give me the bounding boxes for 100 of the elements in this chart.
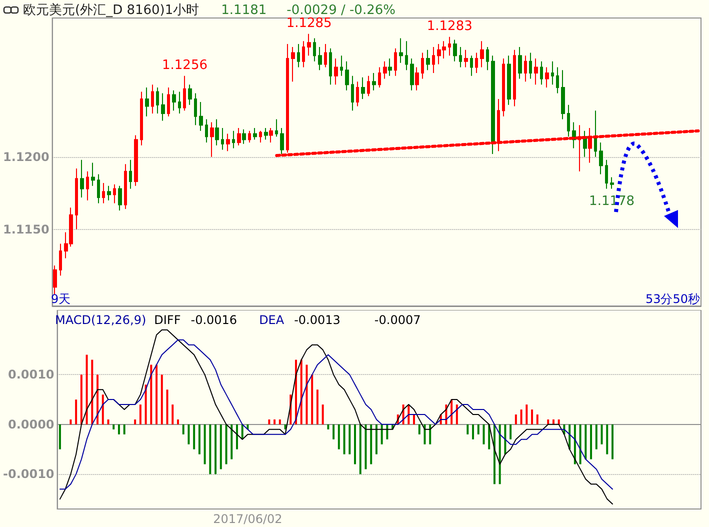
candlestick bbox=[178, 91, 181, 114]
bar bbox=[531, 410, 534, 424]
y-tick-label: 1.1200 bbox=[2, 150, 50, 164]
candlestick bbox=[334, 58, 338, 86]
candlestick bbox=[345, 60, 349, 91]
candlestick bbox=[464, 49, 468, 68]
candlestick bbox=[102, 182, 105, 204]
candlestick bbox=[161, 92, 165, 122]
bar bbox=[102, 394, 104, 424]
candlestick bbox=[297, 44, 300, 68]
candlestick bbox=[156, 86, 159, 114]
bar bbox=[348, 424, 351, 454]
candlestick bbox=[221, 127, 224, 150]
candlestick bbox=[459, 46, 462, 68]
candlestick bbox=[529, 52, 532, 80]
candlestick bbox=[599, 142, 603, 175]
y-tick-label: 0.0000 bbox=[8, 417, 54, 432]
candlestick bbox=[118, 185, 122, 211]
bar bbox=[477, 424, 480, 434]
candlestick bbox=[415, 66, 419, 91]
bar bbox=[386, 424, 388, 440]
candlestick bbox=[605, 159, 608, 190]
candlestick bbox=[205, 118, 208, 143]
bar bbox=[611, 424, 614, 460]
bar bbox=[510, 424, 512, 440]
candlestick bbox=[399, 38, 403, 64]
bar bbox=[86, 354, 88, 424]
bar bbox=[220, 424, 222, 470]
series-label: DIFF bbox=[154, 313, 181, 327]
candlestick bbox=[567, 104, 570, 138]
candlestick bbox=[507, 55, 511, 106]
candlestick bbox=[426, 49, 430, 71]
bar bbox=[204, 424, 206, 464]
annotation: -0.0007 bbox=[374, 313, 421, 327]
bar bbox=[306, 364, 308, 424]
bar bbox=[590, 424, 592, 460]
candlestick bbox=[237, 127, 241, 146]
bar bbox=[134, 419, 136, 424]
candlestick bbox=[140, 91, 143, 146]
bar bbox=[579, 424, 582, 464]
candlestick bbox=[551, 60, 554, 86]
bar bbox=[58, 424, 61, 450]
annotation: 53分50秒 bbox=[645, 291, 700, 308]
bar bbox=[144, 384, 147, 424]
bar bbox=[160, 374, 163, 424]
bar bbox=[182, 424, 184, 434]
bar bbox=[558, 419, 560, 424]
annotation: 1.1256 bbox=[162, 58, 208, 73]
candlestick bbox=[513, 49, 516, 107]
candlestick bbox=[388, 58, 392, 76]
bar bbox=[188, 424, 190, 444]
bar bbox=[547, 419, 550, 424]
candlestick bbox=[151, 84, 154, 114]
candlestick bbox=[610, 176, 614, 190]
bar bbox=[150, 364, 152, 424]
candlestick bbox=[518, 46, 522, 80]
candlestick bbox=[291, 46, 295, 82]
candlestick bbox=[313, 38, 316, 62]
candlestick bbox=[329, 48, 332, 86]
bar bbox=[70, 419, 72, 424]
candlestick bbox=[394, 48, 397, 76]
candlestick bbox=[534, 58, 538, 86]
bar bbox=[482, 424, 485, 444]
bar bbox=[552, 419, 554, 424]
candlestick bbox=[307, 33, 311, 56]
candlestick bbox=[86, 170, 89, 201]
bar bbox=[424, 424, 426, 444]
candlestick bbox=[372, 72, 376, 91]
chart-title: MACD(12,26,9) bbox=[55, 313, 146, 327]
bar bbox=[354, 424, 356, 464]
candlestick bbox=[264, 127, 268, 140]
annotation: -0.0016 bbox=[190, 313, 238, 327]
bar bbox=[536, 414, 538, 424]
bar bbox=[198, 424, 200, 454]
bar bbox=[214, 424, 217, 474]
candlestick bbox=[491, 55, 495, 155]
bar bbox=[466, 424, 469, 434]
bar bbox=[316, 390, 318, 424]
candlestick bbox=[594, 110, 597, 158]
annotation: 1.1178 bbox=[589, 194, 635, 209]
bar bbox=[193, 424, 196, 450]
candlestick bbox=[107, 185, 111, 201]
candlestick bbox=[134, 134, 138, 186]
candlestick bbox=[561, 70, 565, 120]
candlestick bbox=[53, 264, 57, 295]
bar bbox=[343, 424, 346, 454]
candlestick bbox=[453, 39, 457, 62]
bar bbox=[118, 424, 120, 434]
candlestick bbox=[253, 127, 257, 140]
candlestick bbox=[340, 55, 343, 76]
bar bbox=[156, 364, 158, 424]
bar bbox=[91, 360, 94, 424]
bar bbox=[172, 404, 174, 424]
bar bbox=[268, 419, 270, 424]
bar bbox=[225, 424, 228, 464]
bar bbox=[338, 424, 340, 450]
candlestick bbox=[194, 92, 197, 126]
candlestick bbox=[378, 66, 381, 88]
bar bbox=[413, 414, 416, 424]
bar bbox=[456, 404, 458, 424]
